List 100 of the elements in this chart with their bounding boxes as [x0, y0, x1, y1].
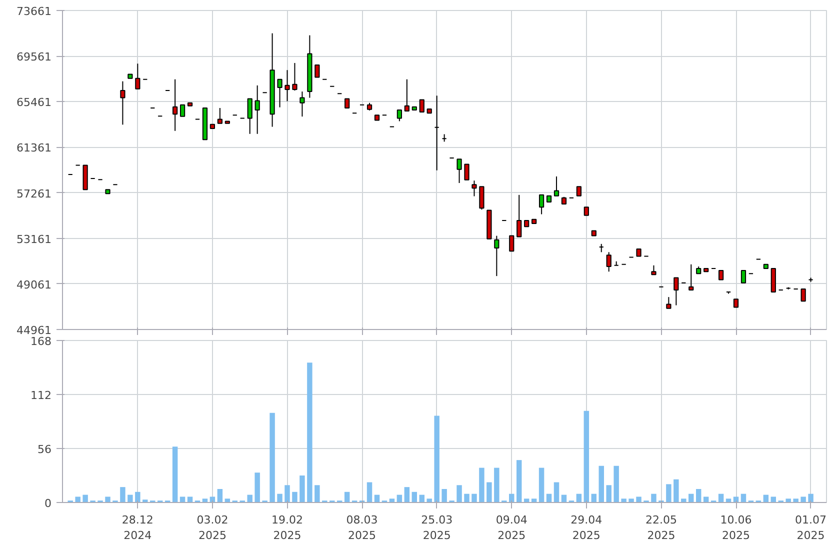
- bar: [247, 494, 252, 502]
- candlestick: [120, 80, 126, 126]
- bar: [584, 410, 590, 502]
- bar: [494, 468, 500, 502]
- candlestick: [300, 91, 305, 118]
- candlestick: [277, 78, 282, 108]
- candlestick: [456, 158, 462, 184]
- bar: [793, 498, 798, 502]
- y-tick-label: 65461: [16, 96, 52, 110]
- bar: [344, 492, 350, 502]
- bar: [442, 489, 447, 502]
- bar: [434, 416, 440, 502]
- candlestick: [404, 78, 410, 112]
- x-tick-label: 19.02 2025: [272, 514, 304, 542]
- bar: [800, 496, 806, 502]
- x-tick-label: 22.05 2025: [645, 514, 677, 542]
- bar: [479, 468, 484, 502]
- y-tick-label: 53161: [16, 232, 52, 246]
- bar: [606, 485, 612, 502]
- bar: [120, 487, 126, 502]
- bar: [681, 498, 686, 502]
- candlestick: [217, 107, 222, 124]
- candlestick: [464, 164, 470, 180]
- candlestick: [135, 63, 140, 90]
- bar: [254, 472, 260, 502]
- bar: [366, 482, 372, 502]
- bar: [300, 476, 305, 502]
- candlestick: [674, 277, 679, 306]
- bar: [135, 492, 140, 502]
- candlestick: [688, 264, 694, 290]
- bar: [628, 498, 634, 502]
- candlestick: [770, 268, 776, 293]
- candlestick: [419, 99, 424, 112]
- candlestick: [606, 252, 612, 272]
- bar: [674, 479, 679, 502]
- candlestick: [247, 98, 252, 134]
- candlestick: [718, 270, 724, 280]
- bar: [598, 466, 604, 502]
- y-tick-label: 69561: [16, 50, 52, 64]
- bar: [621, 498, 626, 502]
- candlestick: [172, 78, 178, 132]
- y-tick-label: 56: [38, 443, 52, 456]
- bar: [187, 496, 193, 502]
- bar: [284, 485, 290, 502]
- candlestick: [509, 235, 514, 252]
- bar: [651, 494, 656, 502]
- bar: [554, 482, 560, 502]
- y-tick-label: 168: [30, 335, 52, 348]
- candlestick: [740, 270, 746, 284]
- y-tick-label: 57261: [16, 187, 52, 200]
- x-tick-label: 28.12 2024: [122, 514, 154, 542]
- candlestick: [516, 194, 522, 238]
- bar: [172, 446, 178, 502]
- y-tick-label: 112: [30, 389, 52, 402]
- candlestick: [284, 70, 290, 102]
- bar: [636, 496, 642, 502]
- bar: [128, 494, 133, 502]
- bar: [82, 494, 88, 502]
- x-tick-label: 09.04 2025: [496, 514, 528, 542]
- bar: [270, 412, 275, 502]
- y-tick-label: 73661: [16, 5, 52, 18]
- bar: [142, 500, 148, 502]
- candlestick: [494, 235, 500, 277]
- x-tick-label: 01.07 2025: [795, 514, 827, 542]
- bar: [696, 489, 702, 502]
- bar: [412, 492, 418, 502]
- bar: [464, 494, 470, 502]
- candlestick: [254, 84, 260, 134]
- bar: [314, 485, 320, 502]
- y-tick-label: 49061: [16, 278, 52, 292]
- bar: [75, 496, 80, 502]
- candlestick: [344, 98, 350, 108]
- bar: [456, 485, 462, 502]
- y-tick-label: 61361: [16, 142, 52, 155]
- bar: [516, 460, 522, 502]
- x-tick-label: 25.03 2025: [421, 514, 453, 542]
- bar: [292, 492, 298, 502]
- bar: [538, 468, 544, 502]
- bar: [426, 498, 432, 502]
- bar: [105, 496, 110, 502]
- candlestick: [180, 104, 186, 117]
- candlestick: [800, 288, 806, 302]
- bar: [217, 489, 223, 502]
- bar: [472, 494, 477, 502]
- bar: [666, 484, 672, 502]
- candlestick: [292, 62, 298, 92]
- candlestick: [396, 109, 402, 122]
- y-tick-label: 44961: [16, 324, 52, 337]
- x-tick-label: 10.06 2025: [720, 514, 752, 542]
- candlestick: [479, 186, 484, 210]
- candlestick: [472, 180, 477, 197]
- candlestick: [538, 194, 544, 215]
- bar: [486, 482, 492, 502]
- candlestick: [576, 186, 582, 196]
- bar: [614, 466, 619, 502]
- candlestick: [651, 264, 656, 276]
- x-tick-label: 29.04 2025: [570, 514, 602, 542]
- bar: [703, 496, 709, 502]
- bar: [277, 494, 282, 502]
- x-tick-label: 03.02 2025: [196, 514, 228, 542]
